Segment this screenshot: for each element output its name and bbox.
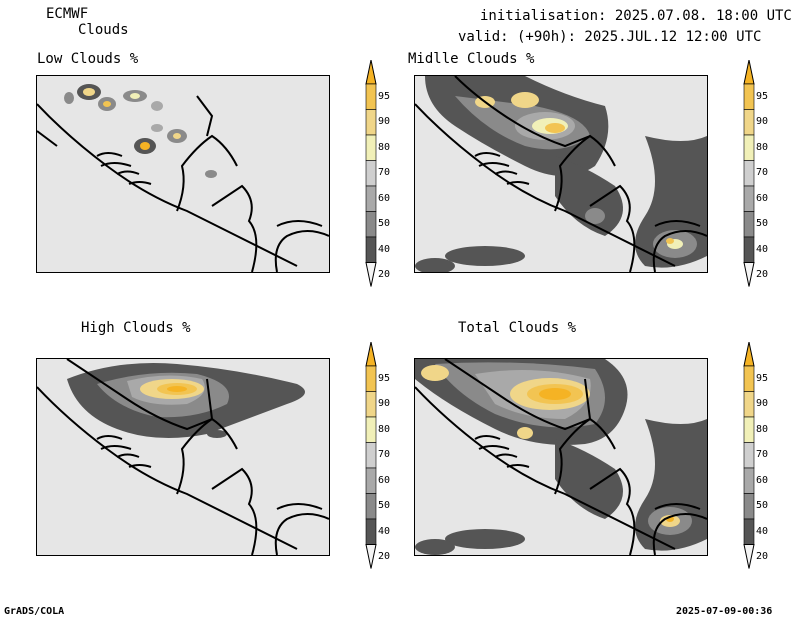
colorbar-segment [743, 391, 755, 418]
colorbar-level-label: 20 [756, 551, 769, 563]
colorbar-level-label: 80 [378, 423, 391, 435]
colorbar-segment [365, 185, 377, 212]
colorbar-bottom-arrow [365, 262, 377, 287]
colorbar-segment [743, 185, 755, 212]
colorbar-segment [365, 416, 377, 443]
colorbar-level-label: 95 [378, 372, 391, 384]
colorbar-level-label: 60 [378, 192, 391, 204]
colorbar-level-label: 90 [756, 116, 769, 128]
initialisation-time: initialisation: 2025.07.08. 18:00 UTC [480, 8, 792, 24]
colorbar-level-label: 20 [756, 269, 769, 281]
colorbar-top-arrow [743, 342, 755, 367]
cloud-field [415, 359, 707, 555]
cloud-field [64, 84, 217, 178]
colorbar-level-label: 70 [756, 449, 769, 461]
colorbar-level-label: 95 [756, 90, 769, 102]
colorbar-level-label: 60 [378, 474, 391, 486]
colorbar-top-arrow [743, 60, 755, 85]
map-total-clouds [414, 358, 708, 556]
colorbar-level-label: 50 [756, 218, 769, 230]
valid-time: valid: (+90h): 2025.JUL.12 12:00 UTC [458, 29, 762, 45]
colorbar-level-label: 80 [756, 423, 769, 435]
panel-title-total: Total Clouds % [458, 320, 577, 336]
colorbar-segment [743, 467, 755, 494]
colorbar-segment [743, 236, 755, 263]
colorbar-segment [365, 109, 377, 136]
colorbar-top-arrow [365, 342, 377, 367]
colorbar-level-label: 20 [378, 551, 391, 563]
colorbar-segment [743, 416, 755, 443]
colorbar-level-label: 60 [756, 474, 769, 486]
colorbar-middle: 95 90 80 70 60 50 40 20 [743, 60, 783, 290]
colorbar-segment [365, 211, 377, 238]
colorbar-bottom-arrow [743, 262, 755, 287]
model-name: ECMWF [46, 6, 89, 22]
colorbar-level-label: 80 [756, 141, 769, 153]
map-low-clouds [36, 75, 330, 273]
colorbar-segment [743, 211, 755, 238]
borders [415, 359, 707, 555]
colorbar-level-label: 70 [378, 167, 391, 179]
footer-timestamp: 2025-07-09-00:36 [676, 606, 773, 617]
colorbar-high: 95 90 80 70 60 50 40 20 [365, 342, 405, 572]
colorbar-low: 95 90 80 70 60 50 40 20 [365, 60, 405, 290]
colorbar-level-label: 40 [378, 243, 391, 255]
colorbar-segment [365, 160, 377, 187]
colorbar-level-label: 40 [378, 525, 391, 537]
colorbar-segment [365, 493, 377, 520]
borders [415, 76, 707, 272]
colorbar-segment [365, 236, 377, 263]
borders [37, 95, 329, 272]
map-high-clouds [36, 358, 330, 556]
colorbar-level-label: 50 [378, 500, 391, 512]
panel-title-low: Low Clouds % [37, 51, 139, 67]
panel-title-middle: Midlle Clouds % [408, 51, 535, 67]
colorbar-level-label: 95 [378, 90, 391, 102]
colorbar-level-label: 40 [756, 525, 769, 537]
colorbar-top-arrow [365, 60, 377, 85]
colorbar-segment [365, 391, 377, 418]
colorbar-level-label: 50 [756, 500, 769, 512]
colorbar-level-label: 90 [756, 398, 769, 410]
colorbar-segment [743, 134, 755, 161]
colorbar-segment [743, 109, 755, 136]
colorbar-bottom-arrow [743, 544, 755, 569]
colorbar-segment [365, 518, 377, 545]
product-name: Clouds [78, 22, 129, 38]
colorbar-segment [365, 365, 377, 392]
colorbar-level-label: 50 [378, 218, 391, 230]
footer-software: GrADS/COLA [4, 606, 65, 617]
colorbar-level-label: 20 [378, 269, 391, 281]
colorbar-segment [365, 442, 377, 469]
panel-title-high: High Clouds % [81, 320, 191, 336]
cloud-field [67, 363, 305, 438]
colorbar-level-label: 90 [378, 116, 391, 128]
colorbar-level-label: 60 [756, 192, 769, 204]
colorbar-segment [365, 83, 377, 110]
colorbar-segment [743, 518, 755, 545]
colorbar-segment [743, 365, 755, 392]
colorbar-level-label: 90 [378, 398, 391, 410]
colorbar-segment [743, 442, 755, 469]
colorbar-segment [743, 493, 755, 520]
colorbar-level-label: 70 [378, 449, 391, 461]
map-middle-clouds [414, 75, 708, 273]
borders [37, 359, 329, 555]
cloud-field [415, 76, 707, 272]
colorbar-level-label: 80 [378, 141, 391, 153]
colorbar-segment [365, 467, 377, 494]
colorbar-segment [743, 160, 755, 187]
colorbar-bottom-arrow [365, 544, 377, 569]
colorbar-total: 95 90 80 70 60 50 40 20 [743, 342, 783, 572]
colorbar-level-label: 70 [756, 167, 769, 179]
colorbar-segment [365, 134, 377, 161]
colorbar-level-label: 95 [756, 372, 769, 384]
colorbar-segment [743, 83, 755, 110]
colorbar-level-label: 40 [756, 243, 769, 255]
